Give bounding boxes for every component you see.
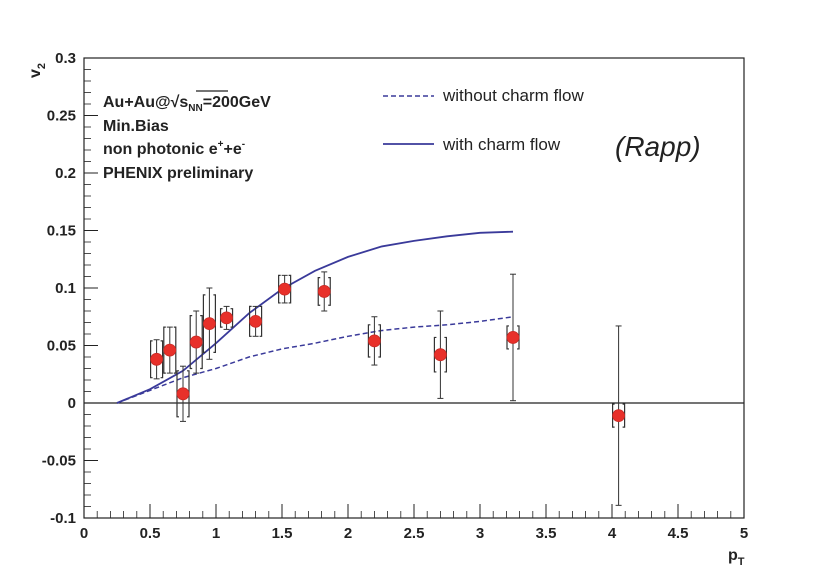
centrality-label: Min.Bias: [103, 118, 169, 135]
y-tick-label: 0.15: [47, 223, 76, 240]
sqrt-s: s: [179, 94, 188, 111]
x-axis-title-sub: T: [738, 556, 745, 568]
data-point-group: [176, 365, 190, 422]
data-points: [150, 271, 626, 506]
particle-label: non photonic e++e-: [103, 139, 245, 158]
y-tick-label: 0.2: [55, 165, 76, 182]
data-point-group: [612, 325, 626, 506]
data-point-group: [433, 310, 447, 399]
x-tick-label: 4.5: [668, 525, 689, 542]
data-point-marker: [220, 311, 233, 325]
data-point-marker: [150, 352, 164, 366]
sqrt-symbol: √: [171, 94, 180, 111]
info-box: Au+Au@√sNN=200GeV Min.Bias non photonic …: [103, 90, 271, 182]
data-point-marker: [249, 314, 263, 328]
x-tick-label: 2: [344, 525, 352, 542]
x-tick-label: 3.5: [536, 525, 557, 542]
y-axis-title: v2: [27, 63, 48, 78]
data-point-marker: [506, 331, 520, 344]
y-axis-ticks: -0.1 -0.05 0 0.05 0.1 0.15 0.2 0.25 0.3: [42, 50, 98, 527]
legend-label-without: without charm flow: [442, 86, 584, 105]
y-axis-title-sub: 2: [36, 63, 48, 69]
curve-without-charm-flow: [116, 316, 514, 404]
data-point-group: [506, 273, 520, 402]
data-point-group: [317, 271, 331, 312]
x-tick-label: 4: [608, 525, 617, 542]
data-point-group: [367, 316, 381, 366]
data-point-marker: [612, 409, 625, 423]
data-point-group: [219, 305, 234, 330]
x-tick-label: 5: [740, 525, 748, 542]
data-point-group: [163, 326, 177, 374]
legend-label-with: with charm flow: [442, 135, 561, 154]
sqrt-s-sub: NN: [188, 103, 202, 114]
data-point-marker: [317, 285, 331, 298]
data-point-group: [189, 310, 203, 374]
x-tick-label: 1.5: [272, 525, 293, 542]
x-axis-title: pT: [728, 547, 745, 568]
collision-label: Au+Au@√sNN=200GeV: [103, 94, 271, 114]
y-tick-label: 0: [68, 395, 76, 412]
data-point-marker: [433, 348, 447, 362]
x-tick-label: 0.5: [140, 525, 161, 542]
data-point-group: [150, 339, 164, 380]
y-tick-label: -0.1: [50, 510, 76, 527]
x-tick-label: 0: [80, 525, 88, 542]
y-tick-label: 0.3: [55, 50, 76, 67]
x-tick-label: 2.5: [404, 525, 425, 542]
experiment-label: PHENIX preliminary: [103, 165, 253, 182]
data-point-group: [278, 274, 292, 304]
y-tick-label: 0.05: [47, 338, 76, 355]
data-point-marker: [176, 387, 190, 401]
x-axis-ticks: 0 0.5 1 1.5 2 2.5 3 3.5 4 4.5 5: [80, 504, 748, 542]
y-tick-label: -0.05: [42, 453, 76, 470]
x-tick-label: 1: [212, 525, 220, 542]
legend: without charm flow with charm flow (Rapp…: [383, 86, 701, 162]
x-tick-label: 3: [476, 525, 484, 542]
data-point-group: [202, 287, 216, 360]
data-point-marker: [189, 335, 203, 349]
y-tick-label: 0.1: [55, 280, 76, 297]
plot-frame: [83, 57, 745, 519]
rapp-annotation: (Rapp): [615, 131, 701, 162]
data-point-marker: [163, 343, 177, 357]
data-point-marker: [278, 282, 292, 296]
data-point-marker: [202, 317, 216, 331]
data-point-group: [249, 305, 263, 337]
y-tick-label: 0.25: [47, 108, 76, 125]
data-point-marker: [367, 334, 381, 348]
